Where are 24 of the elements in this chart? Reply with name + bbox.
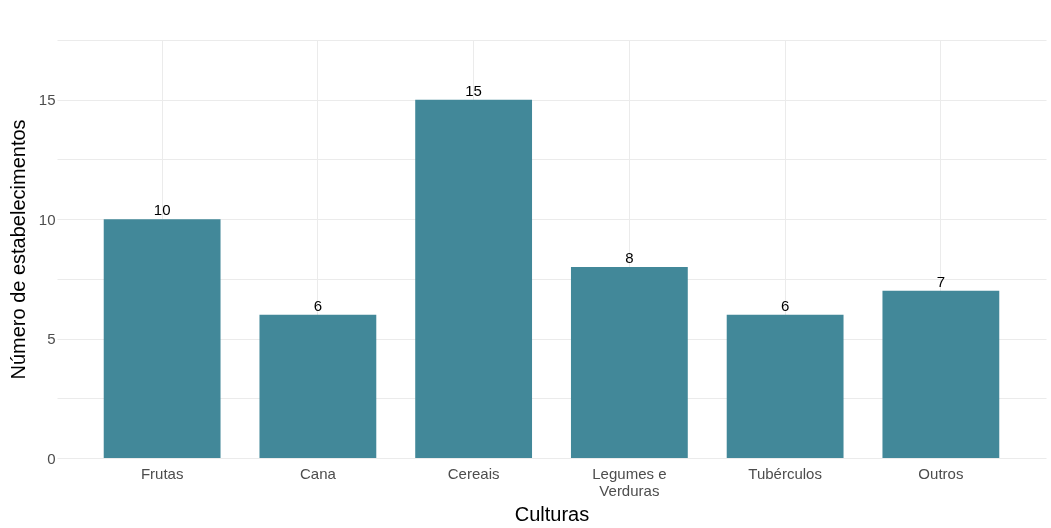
bar	[726, 314, 844, 458]
x-tick-label: Tubérculos	[748, 464, 822, 482]
data-label: 8	[625, 248, 634, 266]
x-tick-label: Cereais	[447, 464, 500, 482]
y-tick-label: 5	[47, 330, 56, 348]
data-label: 7	[936, 272, 946, 290]
bar	[259, 314, 377, 458]
y-tick-label: 15	[38, 91, 56, 109]
y-axis-title: Número de estabelecimentos	[6, 119, 29, 380]
data-label: 6	[313, 296, 323, 314]
bar	[570, 266, 688, 458]
data-label: 15	[465, 81, 482, 99]
x-tick-label: Cana	[299, 464, 337, 482]
data-label: 6	[780, 296, 790, 314]
y-tick-label: 0	[47, 449, 56, 467]
x-axis-title: Culturas	[514, 502, 590, 525]
x-tick-label: Legumes e Verduras	[592, 464, 667, 499]
bar	[882, 290, 1000, 458]
x-tick-label: Outros	[918, 464, 964, 482]
bar	[103, 219, 221, 458]
x-tick-label: Frutas	[140, 464, 184, 482]
data-label: 10	[153, 201, 171, 219]
y-tick-label: 10	[38, 210, 56, 228]
bar	[415, 99, 533, 458]
